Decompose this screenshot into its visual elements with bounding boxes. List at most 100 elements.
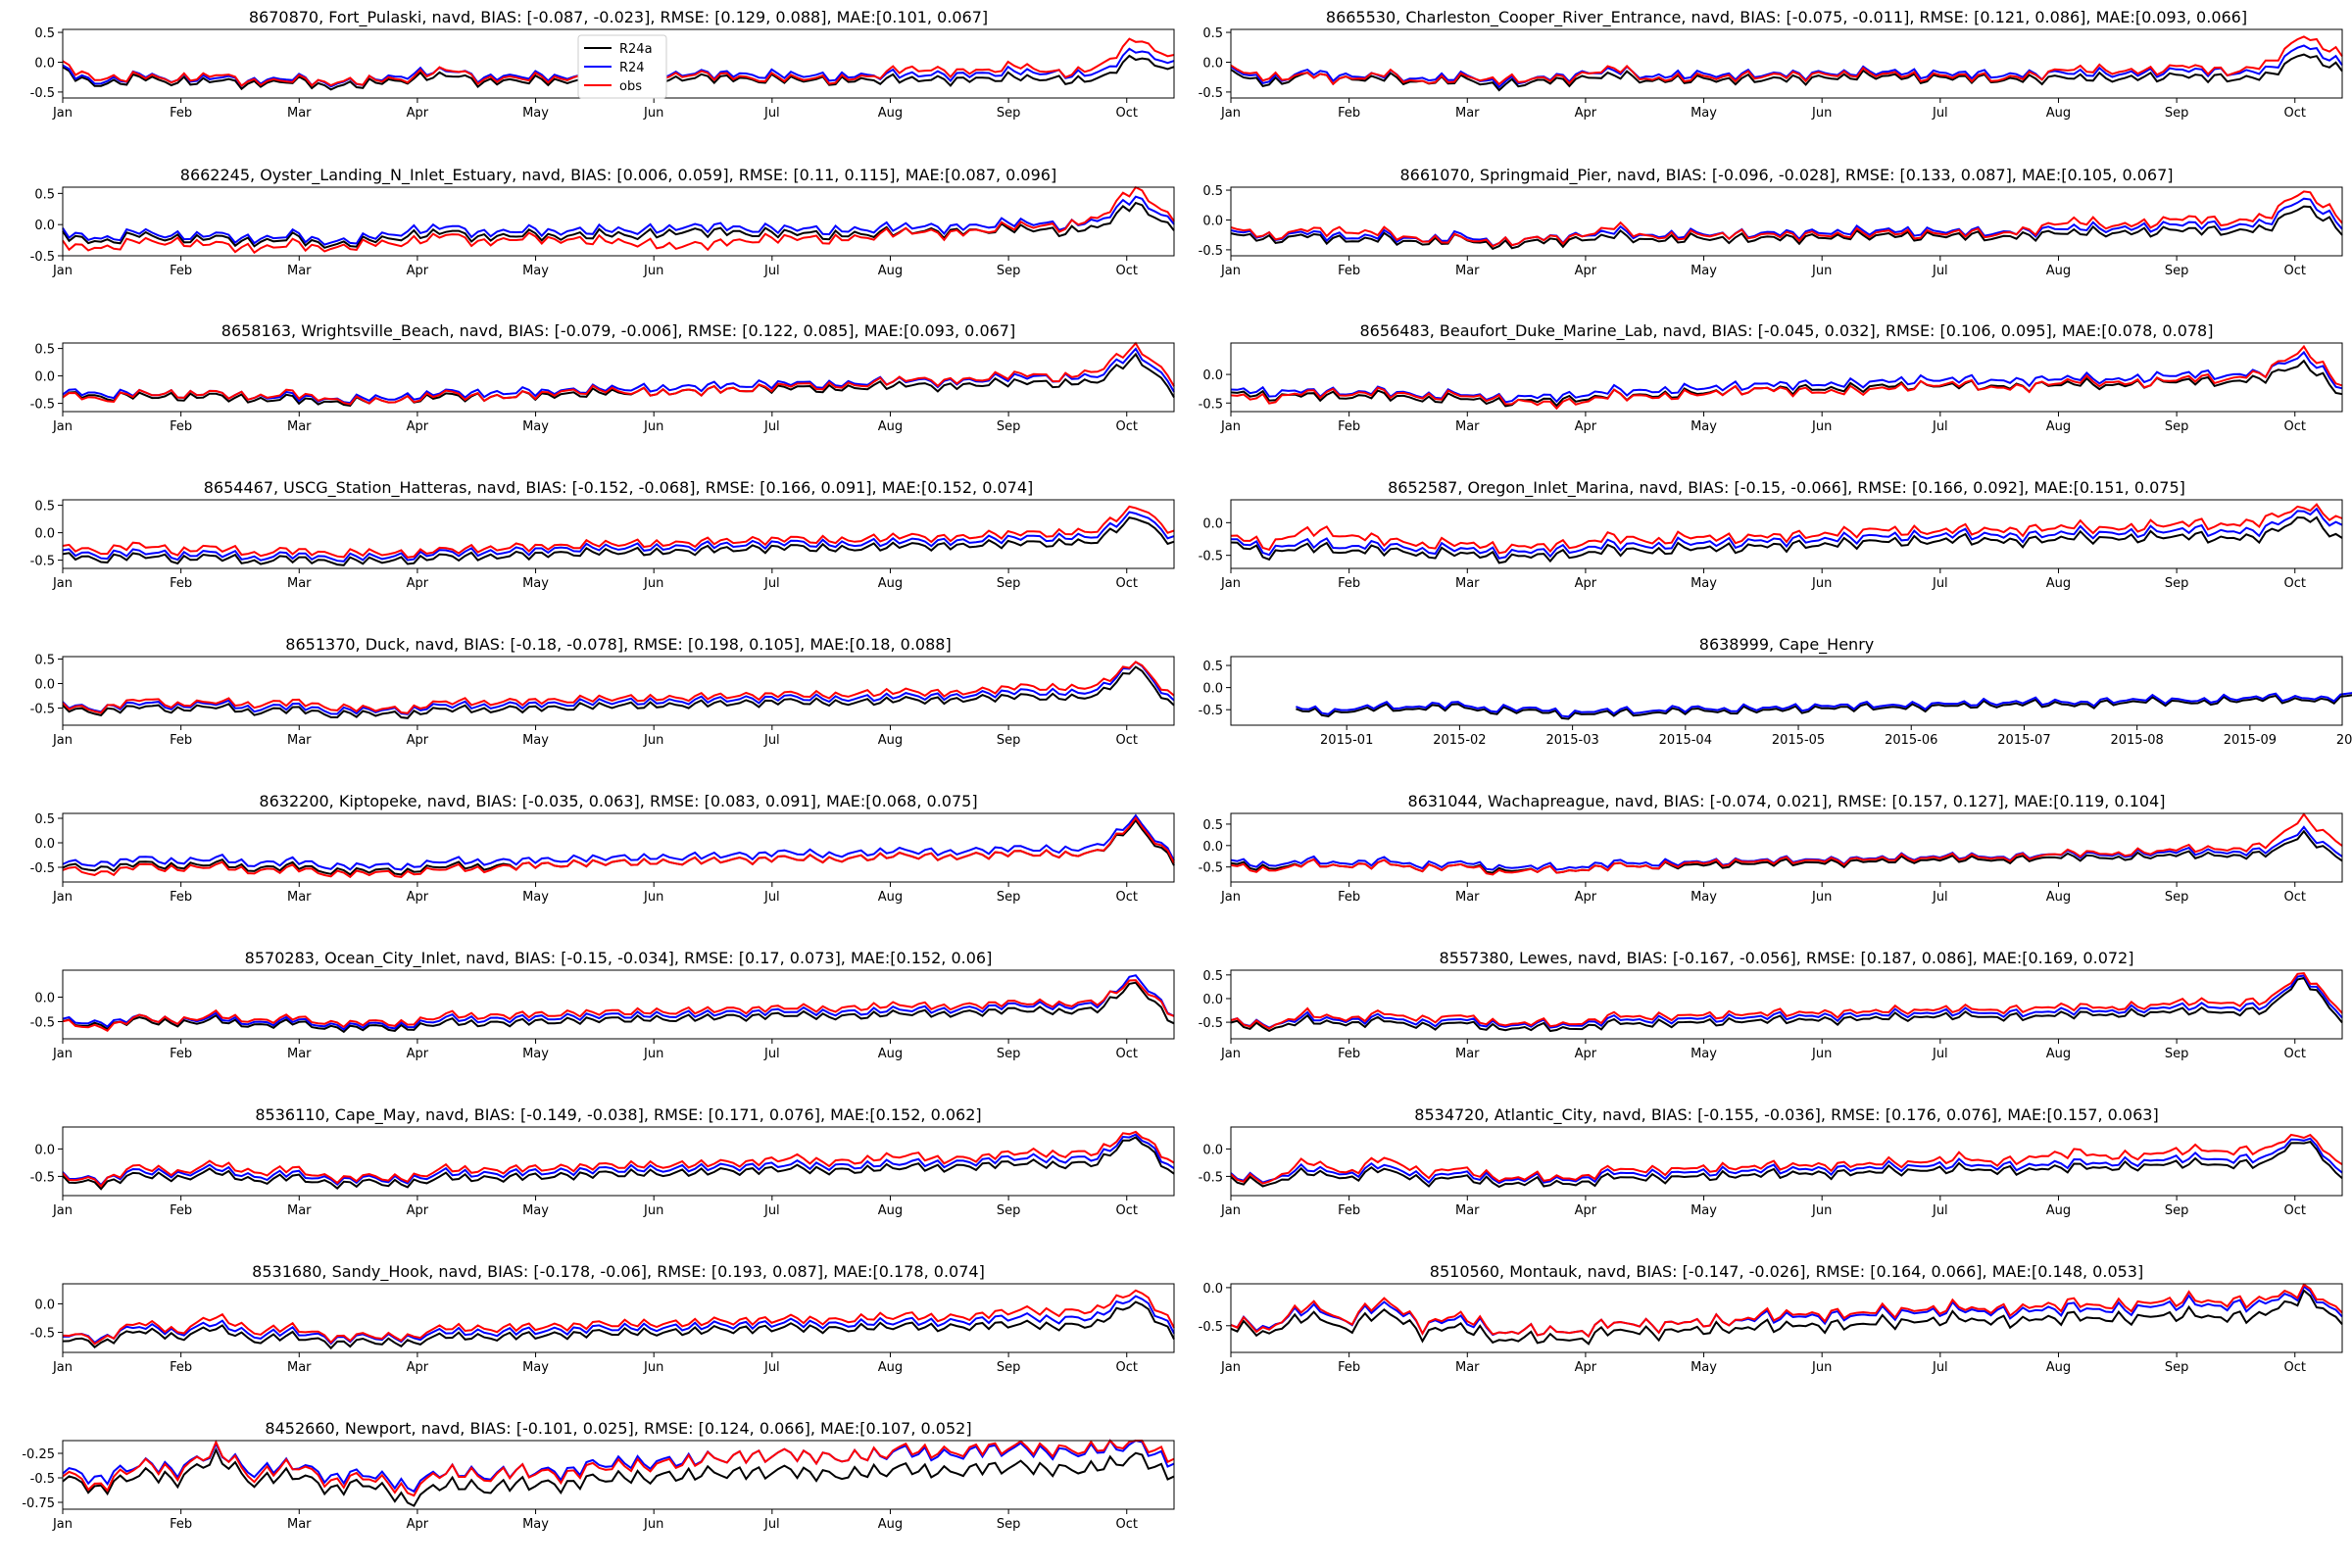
- y-tick-label: 0.5: [1202, 969, 1223, 984]
- x-tick-label: Jun: [1811, 264, 1832, 278]
- x-tick-label: Apr: [407, 419, 429, 434]
- x-tick-label: Oct: [1116, 419, 1138, 434]
- x-tick-label: Jun: [1811, 890, 1832, 905]
- y-tick-label: -0.5: [30, 703, 55, 717]
- axes-frame: [62, 969, 1175, 1040]
- panel-wrightsville-beach: 8658163, Wrightsville_Beach, navd, BIAS:…: [30, 321, 1175, 434]
- y-tick-label: 0.0: [1202, 840, 1223, 855]
- x-tick-label: Oct: [1116, 264, 1138, 278]
- x-tick-label: Feb: [170, 576, 192, 591]
- x-tick-label: Apr: [1575, 1047, 1597, 1061]
- x-tick-label: Jan: [1220, 890, 1241, 905]
- x-tick-label: Aug: [878, 1360, 903, 1375]
- y-tick-label: 0.5: [1202, 184, 1223, 199]
- y-tick-label: -0.5: [1199, 397, 1223, 412]
- panel-wachapreague: 8631044, Wachapreague, navd, BIAS: [-0.0…: [1199, 792, 2343, 905]
- series-line-obs: [62, 815, 1175, 879]
- x-tick-label: Jan: [1220, 1203, 1241, 1218]
- axes-frame: [62, 812, 1175, 883]
- x-tick-label: Jun: [1811, 419, 1832, 434]
- x-tick-label: Feb: [170, 1203, 192, 1218]
- x-tick-label: Oct: [2284, 106, 2306, 121]
- series-line-r24: [1231, 507, 2343, 560]
- x-tick-label: May: [1690, 576, 1717, 591]
- y-tick-label: -0.5: [30, 555, 55, 569]
- legend-box: [577, 34, 667, 99]
- y-tick-label: 0.0: [1202, 516, 1223, 531]
- x-tick-label: Jun: [643, 576, 663, 591]
- panel-atlantic-city: 8534720, Atlantic_City, navd, BIAS: [-0.…: [1199, 1105, 2343, 1218]
- series-line-r24: [62, 661, 1175, 715]
- y-tick-label: 0.5: [34, 343, 55, 358]
- x-tick-label: Apr: [407, 890, 429, 905]
- y-tick-label: -0.5: [1199, 1170, 1223, 1185]
- y-tick-label: 0.0: [1202, 682, 1223, 697]
- panel-montauk: 8510560, Montauk, navd, BIAS: [-0.147, -…: [1199, 1262, 2343, 1375]
- y-tick-label: -0.5: [30, 398, 55, 413]
- x-tick-label: Oct: [1116, 1360, 1138, 1375]
- x-tick-label: Jul: [763, 264, 780, 278]
- x-tick-label: Jun: [643, 890, 663, 905]
- series-line-r24a: [1230, 1289, 2343, 1346]
- x-tick-label: May: [522, 106, 549, 121]
- series-line-obs: [1230, 1133, 2343, 1185]
- x-tick-label: 2015-03: [1545, 733, 1598, 748]
- x-tick-label: Sep: [2165, 1047, 2189, 1061]
- y-tick-label: 0.5: [1202, 26, 1223, 41]
- x-tick-label: Jul: [1932, 1360, 1948, 1375]
- x-tick-label: Aug: [2046, 106, 2071, 121]
- x-tick-label: Mar: [1455, 1047, 1480, 1061]
- panel-title: 8557380, Lewes, navd, BIAS: [-0.167, -0.…: [1440, 949, 2134, 967]
- x-tick-label: Jun: [643, 1203, 663, 1218]
- x-tick-label: Aug: [878, 576, 903, 591]
- series-line-r24: [62, 1295, 1175, 1346]
- x-tick-label: Mar: [287, 890, 312, 905]
- x-tick-label: Mar: [287, 576, 312, 591]
- x-tick-label: Sep: [2165, 576, 2189, 591]
- x-tick-label: Mar: [287, 419, 312, 434]
- x-tick-label: Aug: [2046, 264, 2071, 278]
- y-tick-label: 0.5: [34, 654, 55, 668]
- axes-frame: [62, 656, 1175, 726]
- x-tick-label: Sep: [2165, 1360, 2189, 1375]
- panel-title: 8652587, Oregon_Inlet_Marina, navd, BIAS…: [1388, 478, 2185, 498]
- x-tick-label: Sep: [997, 733, 1021, 748]
- panel-title: 8452660, Newport, navd, BIAS: [-0.101, 0…: [265, 1419, 971, 1438]
- panel-sandy-hook: 8531680, Sandy_Hook, navd, BIAS: [-0.178…: [30, 1262, 1175, 1375]
- y-tick-label: -0.5: [30, 1016, 55, 1031]
- x-tick-label: Jan: [52, 576, 73, 591]
- y-tick-label: -0.5: [30, 861, 55, 876]
- x-tick-label: Aug: [878, 1047, 903, 1061]
- x-tick-label: Jun: [1811, 1360, 1832, 1375]
- x-tick-label: Oct: [2284, 1360, 2306, 1375]
- series-line-r24: [62, 347, 1175, 405]
- x-tick-label: Feb: [1338, 1360, 1360, 1375]
- x-tick-label: Oct: [2284, 576, 2306, 591]
- x-tick-label: Aug: [2046, 1047, 2071, 1061]
- x-tick-label: 2015-08: [2110, 733, 2163, 748]
- x-tick-label: Feb: [1338, 1047, 1360, 1061]
- series-line-r24a: [62, 1136, 1175, 1191]
- x-tick-label: Jan: [52, 419, 73, 434]
- series-line-r24: [62, 974, 1175, 1031]
- panel-title: 8536110, Cape_May, navd, BIAS: [-0.149, …: [255, 1105, 981, 1125]
- series-line-r24: [1296, 692, 2352, 718]
- series-line-r24a: [1230, 53, 2343, 92]
- x-tick-label: Aug: [878, 733, 903, 748]
- x-tick-label: Oct: [2284, 419, 2306, 434]
- axes-frame: [62, 1126, 1175, 1197]
- panel-title: 8661070, Springmaid_Pier, navd, BIAS: [-…: [1399, 166, 2173, 185]
- x-tick-label: Oct: [1116, 1203, 1138, 1218]
- x-tick-label: Feb: [1338, 1203, 1360, 1218]
- x-tick-label: Sep: [997, 1047, 1021, 1061]
- panel-title: 8665530, Charleston_Cooper_River_Entranc…: [1326, 8, 2247, 27]
- series-line-obs: [1230, 344, 2343, 411]
- x-tick-label: Mar: [287, 1047, 312, 1061]
- x-tick-label: Jan: [52, 1517, 73, 1532]
- x-tick-label: May: [1690, 106, 1717, 121]
- x-tick-label: Jun: [643, 419, 663, 434]
- series-line-r24: [62, 813, 1175, 871]
- x-tick-label: May: [522, 733, 549, 748]
- y-tick-label: 0.0: [1202, 1282, 1223, 1297]
- x-tick-label: Oct: [2284, 890, 2306, 905]
